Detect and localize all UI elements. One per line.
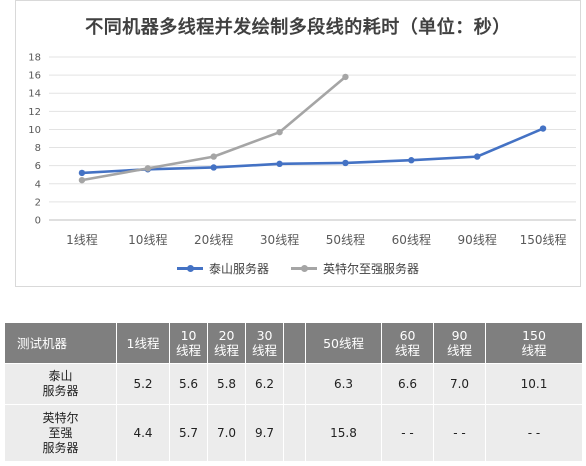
legend-item-xeon: 英特尔至强服务器	[291, 260, 419, 277]
y-tick-label: 8	[35, 143, 41, 154]
data-point	[144, 165, 152, 172]
table-cell: - -	[485, 404, 584, 462]
series-line-0	[80, 127, 545, 175]
table-header-row: 测试机器 1线程 10 线程 20 线程 30 线程 50线程 60 线程 90 线程 1…	[3, 322, 584, 364]
table-cell: - -	[433, 404, 487, 462]
header-col: 1线程	[116, 322, 171, 364]
data-point	[539, 125, 547, 132]
data-point	[342, 159, 349, 167]
data-point	[210, 164, 217, 171]
x-tick-label: 90线程	[458, 232, 497, 247]
table-cell: 7.0	[207, 404, 247, 462]
legend-swatch-xeon	[291, 265, 317, 272]
header-col: 10 线程	[169, 322, 209, 364]
x-tick-label: 30线程	[260, 232, 299, 247]
y-tick-label: 0	[35, 216, 41, 227]
table-row: 英特尔 至强 服务器 4.4 5.7 7.0 9.7 15.8 - - - - - …	[3, 404, 584, 462]
table-cell: - -	[381, 404, 435, 462]
legend-item-taishan: 泰山服务器	[176, 260, 269, 277]
table-cell: 6.6	[381, 363, 435, 405]
table-row: 泰山 服务器 5.2 5.6 5.8 6.2 6.3 6.6 7.0 10.1	[3, 363, 584, 405]
data-point	[473, 153, 481, 160]
table-cell: 5.2	[116, 363, 171, 405]
header-col: 30 线程	[245, 322, 285, 364]
table-cell: 6.3	[305, 363, 383, 405]
y-tick-label: 6	[35, 161, 41, 172]
legend-label-xeon: 英特尔至强服务器	[323, 262, 420, 276]
data-point	[210, 153, 217, 160]
y-tick-label: 10	[28, 125, 41, 136]
chart-container: 不同机器多线程并发绘制多段线的耗时（单位：秒） 0 2 4 6 8 10 12 14 16 18 1…	[15, 0, 581, 287]
data-point	[78, 176, 86, 184]
table-cell: 10.1	[485, 363, 584, 405]
chart-legend: 泰山服务器 英特尔至强服务器	[16, 260, 580, 277]
table-cell	[283, 404, 307, 462]
header-col	[283, 322, 307, 364]
table-cell: 15.8	[305, 404, 383, 462]
header-col: 50线程	[305, 322, 383, 364]
line-chart: 0 2 4 6 8 10 12 14 16 18 1线程 10线程 20线程 30线程 50线程 60线程 90…	[28, 53, 576, 247]
y-tick-label: 4	[35, 179, 41, 190]
table-cell: 4.4	[116, 404, 171, 462]
header-col: 90 线程	[433, 322, 487, 364]
y-tick-label: 14	[28, 89, 41, 100]
table-cell: 5.8	[207, 363, 247, 405]
table-cell: 7.0	[433, 363, 487, 405]
row-label: 泰山 服务器	[3, 363, 118, 405]
table-cell: 9.7	[245, 404, 285, 462]
y-tick-label: 2	[35, 197, 41, 208]
header-col: 20 线程	[207, 322, 247, 364]
x-tick-label: 50线程	[326, 232, 365, 247]
x-tick-label: 1线程	[66, 232, 98, 247]
table-cell	[283, 363, 307, 405]
table-cell: 5.7	[169, 404, 209, 462]
x-tick-label: 20线程	[194, 232, 233, 247]
x-tick-label: 150线程	[520, 232, 567, 247]
legend-label-taishan: 泰山服务器	[208, 262, 269, 276]
chart-title: 不同机器多线程并发绘制多段线的耗时（单位：秒）	[85, 17, 511, 38]
y-tick-label: 16	[28, 71, 41, 82]
data-table: 测试机器 1线程 10 线程 20 线程 30 线程 50线程 60 线程 90 线程 1…	[3, 322, 584, 462]
legend-swatch-taishan	[176, 265, 203, 272]
table-cell: 6.2	[245, 363, 285, 405]
data-point	[276, 128, 283, 136]
data-point	[342, 73, 349, 81]
data-point	[276, 160, 283, 168]
y-tick-label: 12	[28, 107, 41, 118]
row-label: 英特尔 至强 服务器	[3, 404, 118, 462]
data-point	[408, 157, 415, 164]
header-col: 60 线程	[381, 322, 435, 364]
y-tick-label: 18	[28, 53, 41, 64]
x-tick-label: 10线程	[128, 232, 167, 247]
x-tick-label: 60线程	[392, 232, 431, 247]
header-machine: 测试机器	[3, 322, 118, 364]
header-col: 150 线程	[485, 322, 584, 364]
data-point	[78, 169, 86, 177]
table-cell: 5.6	[169, 363, 209, 405]
